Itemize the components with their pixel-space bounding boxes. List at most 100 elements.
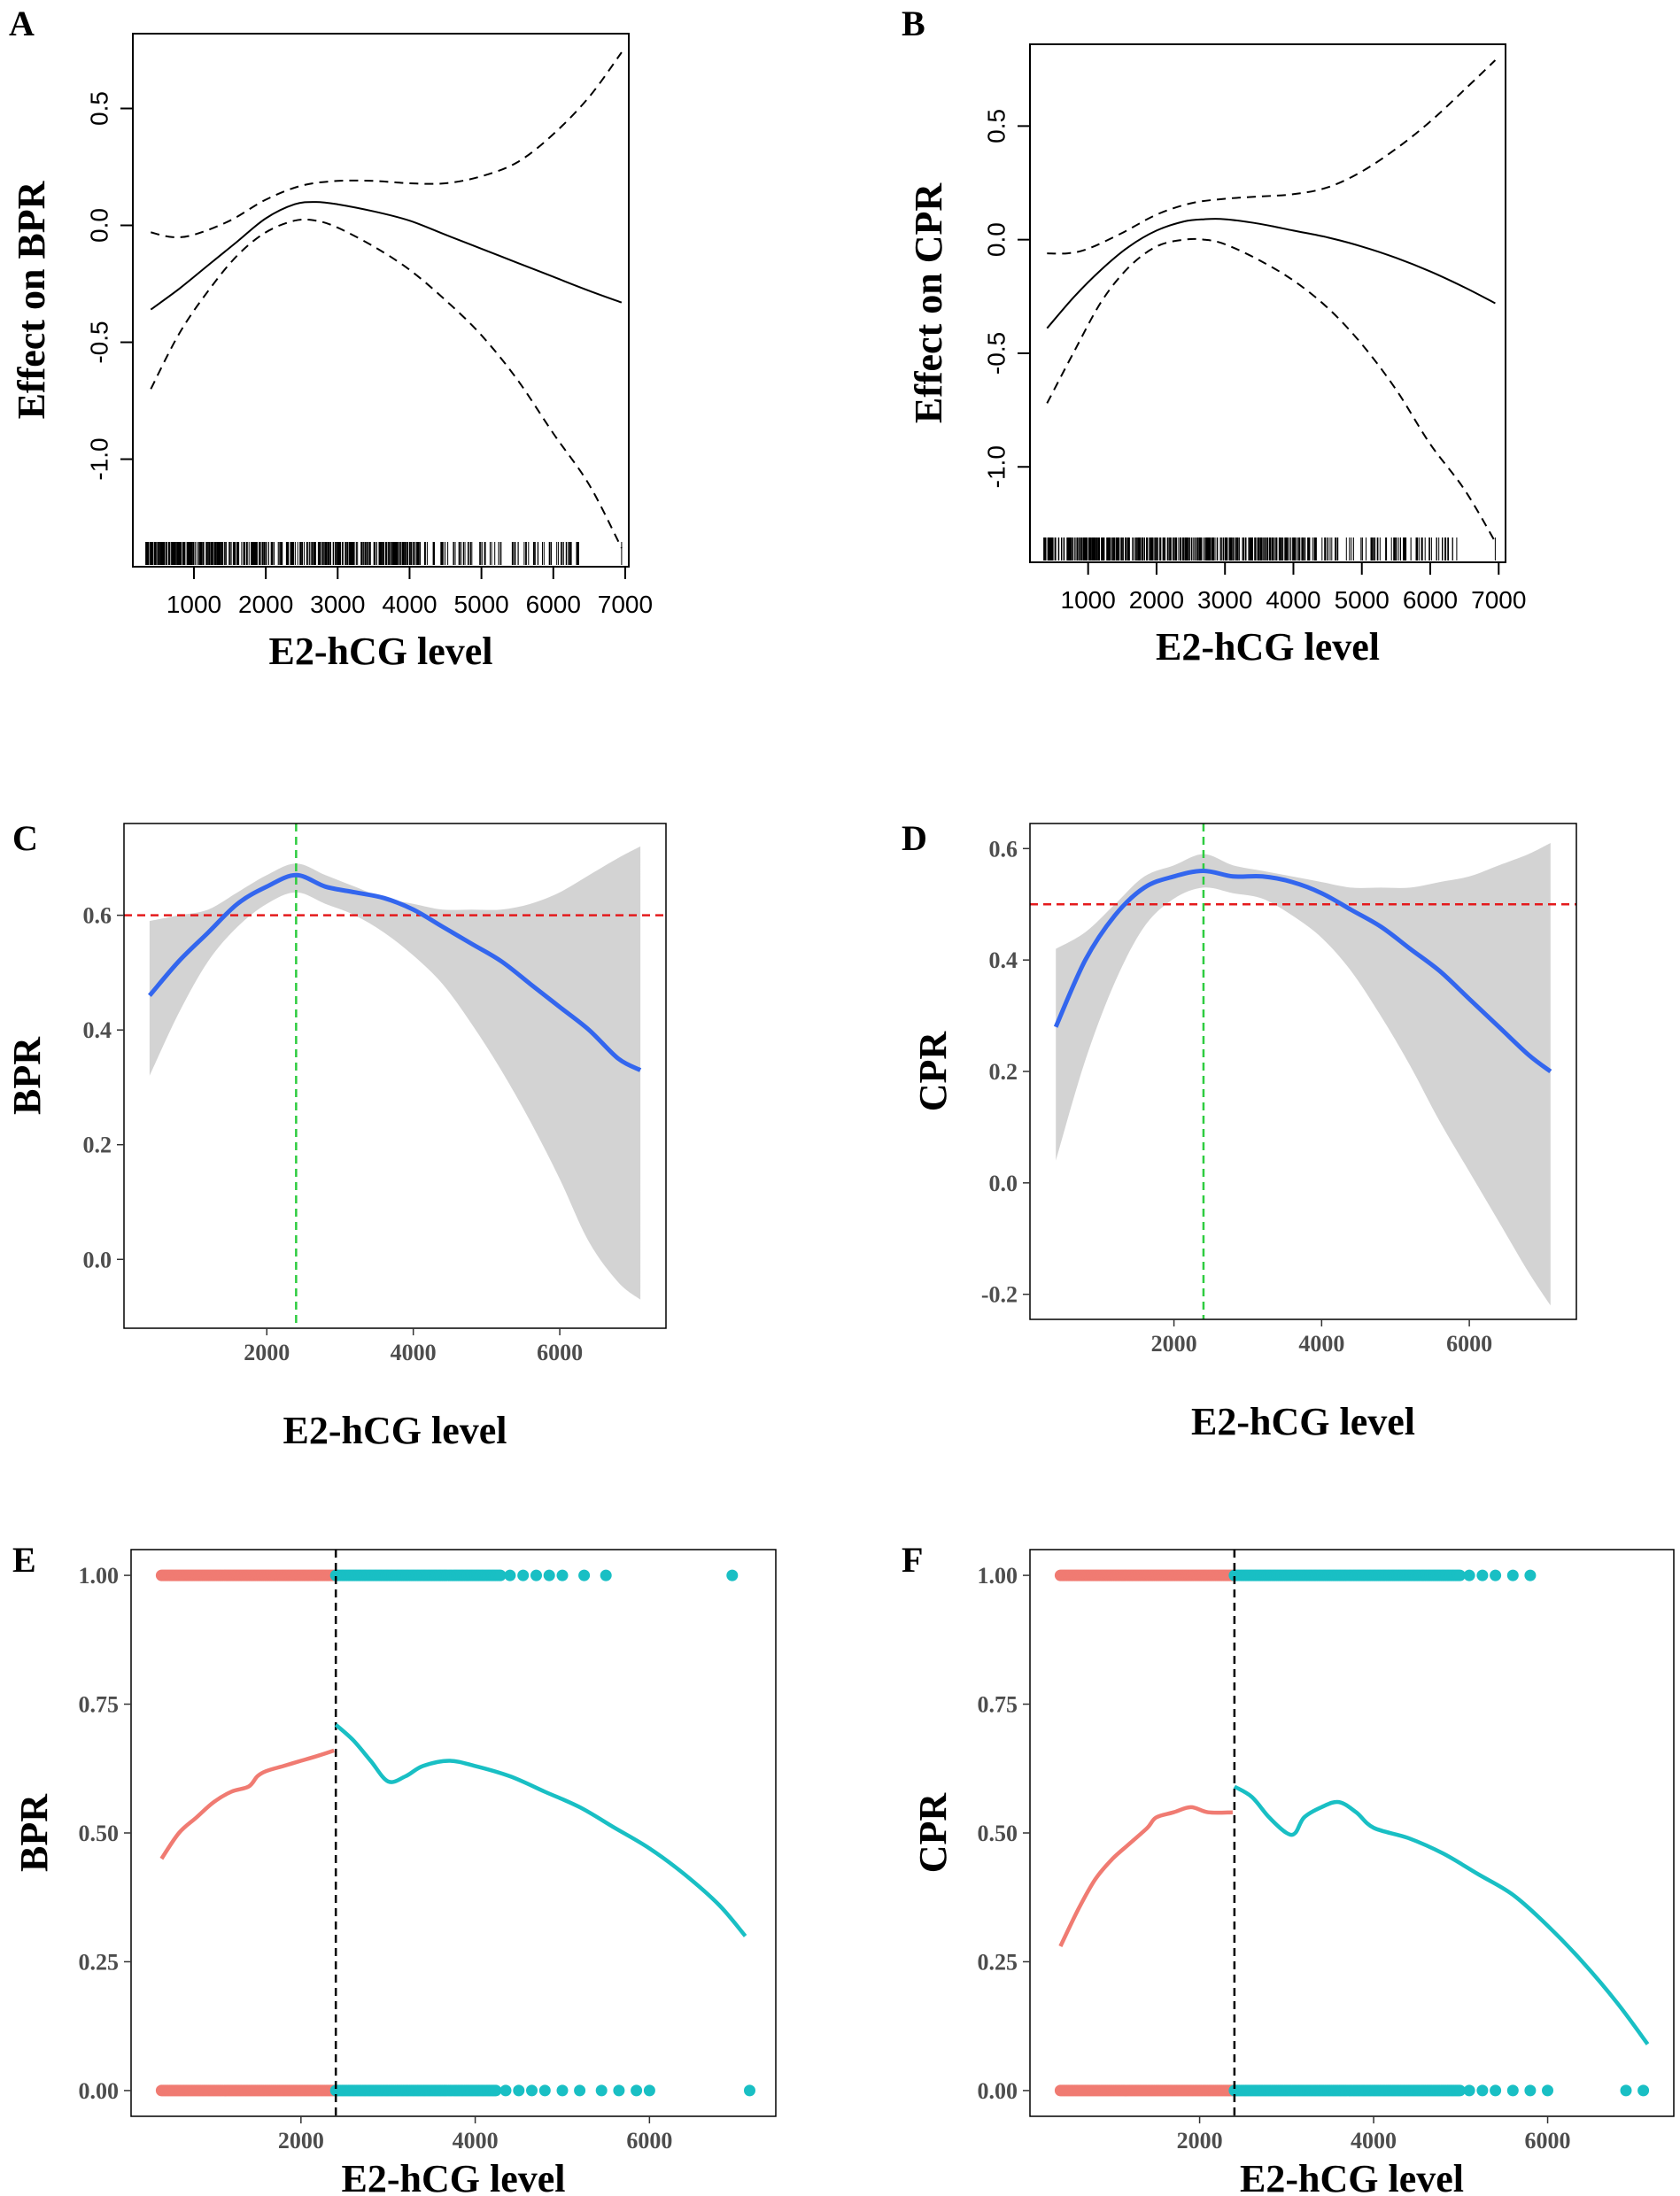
y-tick-label: 0.00	[79, 2078, 120, 2104]
x-tick-label: 4000	[1298, 1331, 1344, 1357]
y-tick-label: -0.2	[981, 1282, 1018, 1308]
data-point-high	[1506, 2084, 1519, 2097]
y-tick-label: 0.75	[978, 1692, 1018, 1718]
panel-letter: D	[902, 818, 927, 858]
y-tick-label: 0.2	[83, 1133, 112, 1158]
fit-line	[1053, 868, 1552, 1074]
y-tick-label: 0.0	[85, 208, 112, 243]
y-tick-label: 0.0	[83, 1247, 112, 1272]
data-point-high	[1476, 1569, 1489, 1581]
data-point-high	[1524, 1569, 1537, 1581]
data-point-high	[1542, 2084, 1553, 2097]
x-tick-label: 6000	[537, 1340, 583, 1365]
data-point-high	[1463, 2084, 1475, 2097]
data-point-high	[578, 1569, 591, 1581]
rug-marks	[145, 542, 623, 565]
data-point-high	[744, 2084, 755, 2097]
data-point-high	[1454, 2084, 1466, 2097]
panel-letter: B	[902, 4, 925, 43]
data-point-high	[504, 1569, 516, 1581]
y-tick-label: 0.75	[79, 1692, 120, 1718]
data-point-high	[526, 2084, 538, 2097]
fit-line	[150, 201, 623, 311]
fit-line	[148, 872, 642, 1072]
y-tick-label: 0.5	[982, 109, 1010, 143]
x-tick-label: 2000	[278, 2128, 324, 2153]
data-point-high	[494, 1569, 507, 1581]
data-point-high	[499, 2084, 512, 2097]
data-point-high	[1506, 1569, 1519, 1581]
y-tick-label: -0.5	[85, 321, 112, 363]
data-point-high	[1454, 1569, 1466, 1581]
data-point-high	[1463, 1569, 1475, 1581]
x-tick-label: 6000	[1446, 1331, 1492, 1357]
x-tick-label: 2000	[1129, 586, 1184, 614]
data-point-high	[543, 1569, 555, 1581]
x-tick-label: 1000	[166, 591, 221, 618]
x-tick-label: 4000	[453, 2128, 499, 2153]
fit-line	[1046, 218, 1496, 329]
confidence-lower-line	[1046, 237, 1497, 543]
data-point-high	[726, 1569, 739, 1581]
fit-line-high	[1233, 1784, 1650, 2045]
fit-line-low	[159, 1748, 335, 1860]
x-tick-label: 4000	[382, 591, 437, 618]
plot-frame	[130, 1549, 777, 2117]
panel-letter: E	[12, 1540, 36, 1580]
panel-f: F 2000 4000 6000 0.00 0.25 0.50 0.75 1.00 E2-hCG …	[902, 1540, 1675, 2196]
panel-e: E 2000 4000 6000 0.00 0.25 0.50 0.75 1.00 E2-hCG …	[12, 1540, 777, 2196]
y-tick-label: 0.00	[978, 2078, 1018, 2104]
plot-frame	[123, 823, 667, 1329]
x-tick-label: 2000	[238, 591, 293, 618]
panel-b: B 1000 2000 3000 4000 5000 6000 7000 -1.0 -0.5 0.0…	[902, 4, 1526, 669]
data-point-high	[631, 2084, 643, 2097]
x-tick-label: 3000	[310, 591, 365, 618]
data-point-high	[1476, 2084, 1489, 2097]
y-tick-label: -1.0	[982, 445, 1010, 488]
panel-d: D 2000 4000 6000 -0.2 0.0 0.2 0.4 0.6 E2-hCG leve…	[902, 818, 1577, 1443]
y-axis-title: Effect on CPR	[907, 182, 950, 423]
data-point-high	[517, 1569, 530, 1581]
x-axis-title: E2-hCG level	[283, 1409, 507, 1452]
data-point-high	[574, 2084, 586, 2097]
x-tick-label: 7000	[1471, 586, 1526, 614]
data-point-high	[530, 1569, 542, 1581]
x-tick-label: 2000	[1151, 1331, 1197, 1357]
x-tick-label: 3000	[1197, 586, 1252, 614]
data-point-high	[1490, 2084, 1502, 2097]
y-axis-title: CPR	[911, 1792, 955, 1874]
x-tick-label: 4000	[1266, 586, 1320, 614]
panel-c: C 2000 4000 6000 0.0 0.2 0.4 0.6 E2-hCG level BPR	[5, 818, 667, 1452]
y-axis-title: Effect on BPR	[10, 180, 53, 419]
panel-a: A 1000 2000 3000 4000 5000 6000 7000 -1.0 -0.5 0.0…	[9, 4, 653, 673]
confidence-upper-line	[151, 51, 623, 238]
x-tick-label: 7000	[598, 591, 653, 618]
y-tick-label: 0.50	[978, 1821, 1018, 1846]
data-point-high	[595, 2084, 608, 2097]
y-tick-label: 0.25	[978, 1949, 1018, 1975]
data-point-high	[643, 2084, 655, 2097]
data-point-high	[490, 2084, 502, 2097]
x-tick-label: 4000	[391, 1340, 437, 1365]
x-tick-label: 1000	[1061, 586, 1116, 614]
plot-frame	[132, 33, 630, 568]
y-tick-label: -0.5	[982, 332, 1010, 375]
data-point-high	[600, 1569, 612, 1581]
x-tick-label: 6000	[526, 591, 581, 618]
data-point-high	[513, 2084, 525, 2097]
data-point-high	[556, 1569, 569, 1581]
y-tick-label: 1.00	[978, 1563, 1018, 1589]
y-axis-title: BPR	[12, 1793, 56, 1872]
data-point-high	[1524, 2084, 1537, 2097]
x-tick-label: 5000	[453, 591, 508, 618]
y-tick-label: 0.50	[79, 1821, 120, 1846]
confidence-band	[1056, 843, 1551, 1306]
data-point-high	[556, 2084, 569, 2097]
y-tick-label: 0.6	[989, 836, 1018, 862]
x-axis-title: E2-hCG level	[1191, 1400, 1415, 1443]
panel-letter: C	[12, 818, 38, 858]
x-axis-title: E2-hCG level	[1240, 2157, 1464, 2196]
y-tick-label: -1.0	[85, 437, 112, 480]
confidence-upper-line	[1047, 59, 1497, 255]
